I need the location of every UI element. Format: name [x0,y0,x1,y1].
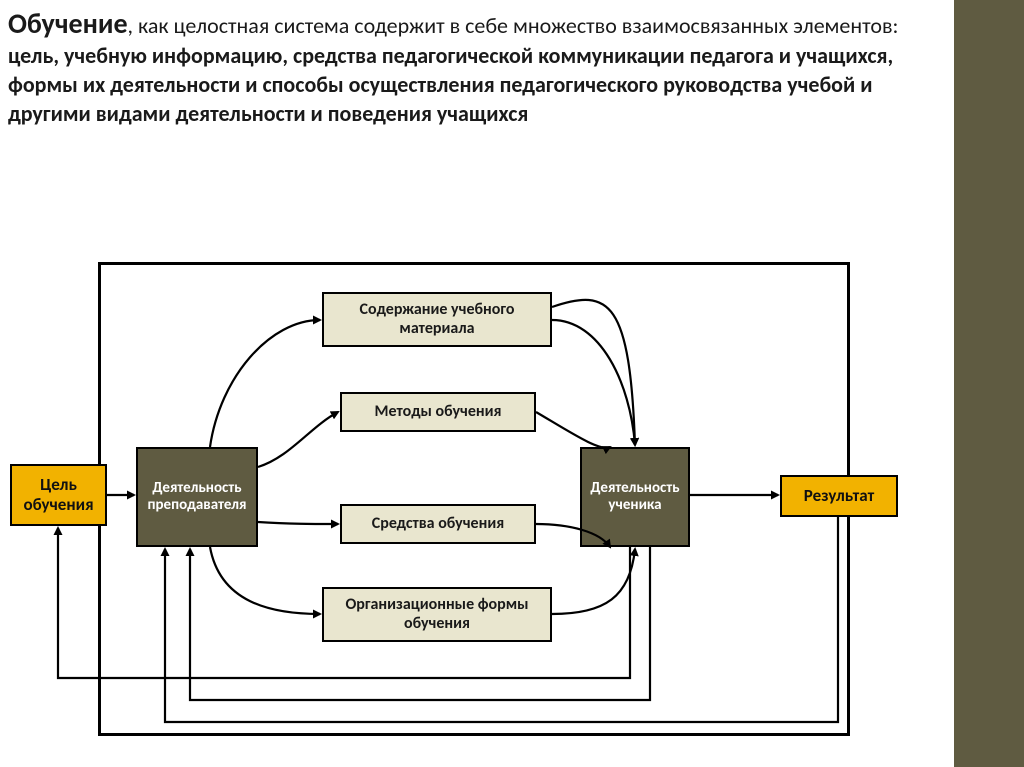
node-result: Результат [780,475,898,517]
node-means-label: Средства обучения [372,515,504,533]
heading-paragraph: Обучение, как целостная система содержит… [8,6,938,128]
heading-rest-bold: цель, учебную информацию, средства педаг… [8,42,893,126]
heading-rest-plain: , как целостная система содержит в себе … [128,12,899,39]
node-goal-label: Цель обучения [20,475,97,514]
node-goal: Цель обучения [10,464,107,526]
node-methods: Методы обучения [340,392,536,432]
node-forms: Организационные формы обучения [322,587,552,642]
heading-title: Обучение [8,6,128,41]
node-methods-label: Методы обучения [374,403,501,421]
node-teacher: Деятельность преподавателя [136,447,258,547]
node-content: Содержание учебного материала [322,292,552,347]
diagram: Цель обучения Деятельность преподавателя… [10,262,945,741]
node-teacher-label: Деятельность преподавателя [146,480,248,515]
node-student: Деятельность ученика [580,447,690,547]
node-means: Средства обучения [340,504,536,544]
node-result-label: Результат [804,486,874,506]
node-content-label: Содержание учебного материала [332,301,542,338]
slide: Обучение, как целостная система содержит… [0,0,1024,767]
decor-side-bar [954,0,1024,767]
node-forms-label: Организационные формы обучения [332,596,542,633]
node-student-label: Деятельность ученика [590,480,680,515]
